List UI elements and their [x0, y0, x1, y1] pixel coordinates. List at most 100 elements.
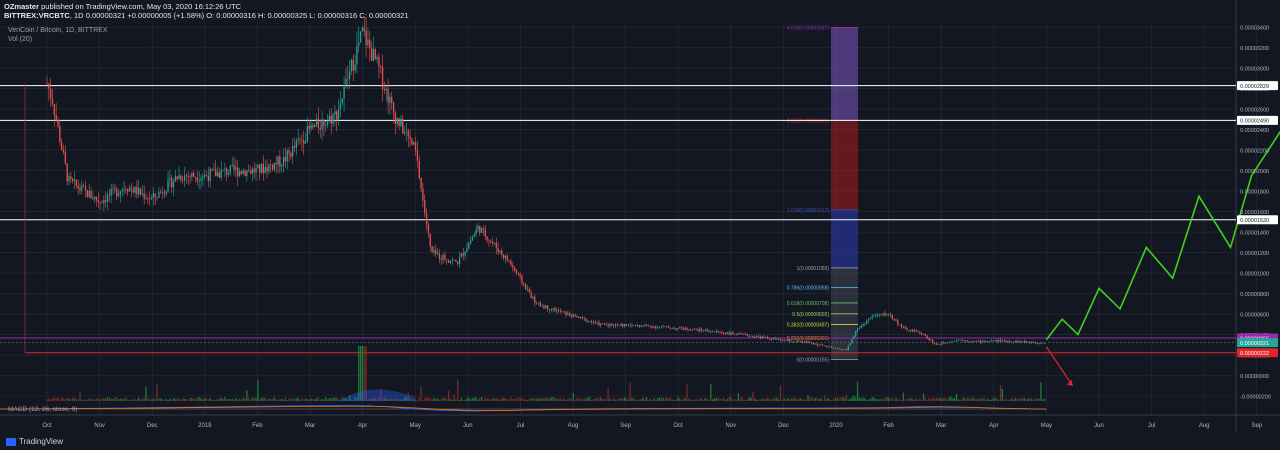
volume-bar	[798, 397, 800, 401]
candle-body	[574, 314, 576, 316]
volume-bar	[271, 398, 274, 401]
candle-body	[334, 111, 336, 115]
candle-body	[834, 348, 837, 349]
volume-bar	[904, 398, 906, 401]
candle-body	[765, 337, 767, 338]
volume-bar	[800, 398, 802, 401]
candle-body	[789, 340, 791, 342]
candle-body	[704, 329, 706, 331]
volume-bar	[882, 399, 884, 401]
volume-bar	[218, 398, 221, 401]
candle-body	[761, 336, 763, 339]
candle-body	[1043, 343, 1046, 344]
tradingview-logo[interactable]: TradingView	[6, 437, 63, 446]
fib-level-label: 1(0.00001050)	[796, 266, 829, 272]
candle-body	[453, 259, 455, 261]
volume-bar	[341, 397, 343, 401]
volume-bar	[686, 384, 688, 401]
candle-body	[61, 142, 63, 150]
time-axis[interactable]: Oct Nov Dec 2019 Feb Mar Apr May Jun Jul Aug Sep Oct…	[42, 423, 1262, 429]
candle-body	[48, 83, 50, 89]
x-tick-label: Aug	[1199, 423, 1210, 429]
price-tag-label: 0.00002490	[1240, 119, 1269, 125]
volume-bar	[213, 399, 215, 401]
candle-body	[977, 340, 980, 342]
candle-body	[866, 321, 868, 325]
volume-legend[interactable]: Vol (20)	[8, 36, 33, 43]
candle-body	[314, 125, 316, 128]
volume-bar	[767, 397, 769, 401]
candle-body	[787, 340, 789, 342]
price-change: +0.00000005 (+1.58%)	[127, 11, 205, 20]
candle-body	[576, 315, 578, 317]
symbol-legend[interactable]: VeriCoin / Bitcoin, 1D, BITTREX	[8, 27, 108, 34]
candle-body	[963, 340, 965, 341]
macd-legend[interactable]: MACD (12, 26, close, 9)	[8, 406, 78, 413]
candle-body	[248, 170, 250, 172]
candle-body	[290, 153, 292, 157]
candle-body	[475, 229, 477, 235]
candle-body	[583, 318, 585, 319]
volume-bar	[455, 399, 457, 401]
volume-bar	[339, 399, 342, 401]
candle-body	[737, 333, 739, 335]
volume-bar	[114, 397, 116, 401]
candle-body	[420, 177, 422, 189]
candle-body	[557, 310, 560, 311]
volume-bar	[231, 398, 233, 401]
candle-body	[171, 177, 173, 188]
volume-bar	[965, 398, 967, 401]
volume-bar	[992, 397, 994, 401]
volume-bar	[523, 398, 525, 401]
candle-body	[112, 188, 114, 190]
candle-body	[823, 345, 826, 347]
price-chart[interactable]: 4.618(0.00003397) 2.618(0.00002491) 1.618(…	[0, 0, 1280, 433]
volume-bar	[1032, 399, 1035, 401]
volume-bar	[187, 399, 189, 401]
volume-bar	[917, 399, 919, 401]
candle-body	[930, 339, 932, 341]
volume-bar	[612, 397, 615, 401]
volume-bar	[352, 399, 354, 401]
candle-body	[708, 330, 710, 332]
volume-bar	[95, 398, 98, 401]
volume-bar	[627, 399, 629, 401]
candle-body	[238, 171, 241, 177]
candle-body	[633, 325, 635, 326]
candle-body	[673, 328, 675, 329]
volume-bar	[623, 397, 626, 401]
volume-bar	[908, 398, 910, 401]
volume-bar	[196, 397, 199, 401]
candle-body	[83, 185, 85, 187]
volume-bar	[1014, 397, 1016, 401]
volume-bar	[757, 399, 760, 401]
volume-bar	[633, 397, 635, 401]
y-tick-label: 0.00002000	[1240, 169, 1269, 175]
volume-bar	[706, 398, 708, 401]
volume-bar	[292, 399, 294, 401]
volume-bar	[182, 397, 184, 401]
volume-bar	[1018, 399, 1020, 401]
candle-body	[110, 189, 112, 196]
volume-bar	[414, 399, 417, 401]
publisher-name[interactable]: OZmaster	[4, 2, 40, 11]
price-tag-label: 0.00000321	[1240, 341, 1269, 347]
volume-bar	[347, 399, 349, 401]
tradingview-logo-icon	[6, 437, 16, 446]
candle-body	[539, 302, 541, 307]
candle-body	[172, 181, 175, 188]
volume-bar	[471, 397, 474, 401]
volume-bar	[680, 399, 683, 401]
volume-bar	[563, 397, 565, 401]
y-tick-label: -0.00000200	[1240, 395, 1271, 401]
candle-body	[697, 329, 699, 332]
candle-body	[490, 240, 492, 242]
candle-body	[658, 326, 661, 328]
volume-bar	[306, 399, 309, 401]
volume-bar	[330, 398, 332, 401]
candle-body	[781, 340, 783, 341]
volume-bar	[574, 399, 576, 401]
candle-body	[506, 255, 508, 261]
candle-body	[1031, 341, 1033, 343]
candle-body	[587, 321, 589, 322]
